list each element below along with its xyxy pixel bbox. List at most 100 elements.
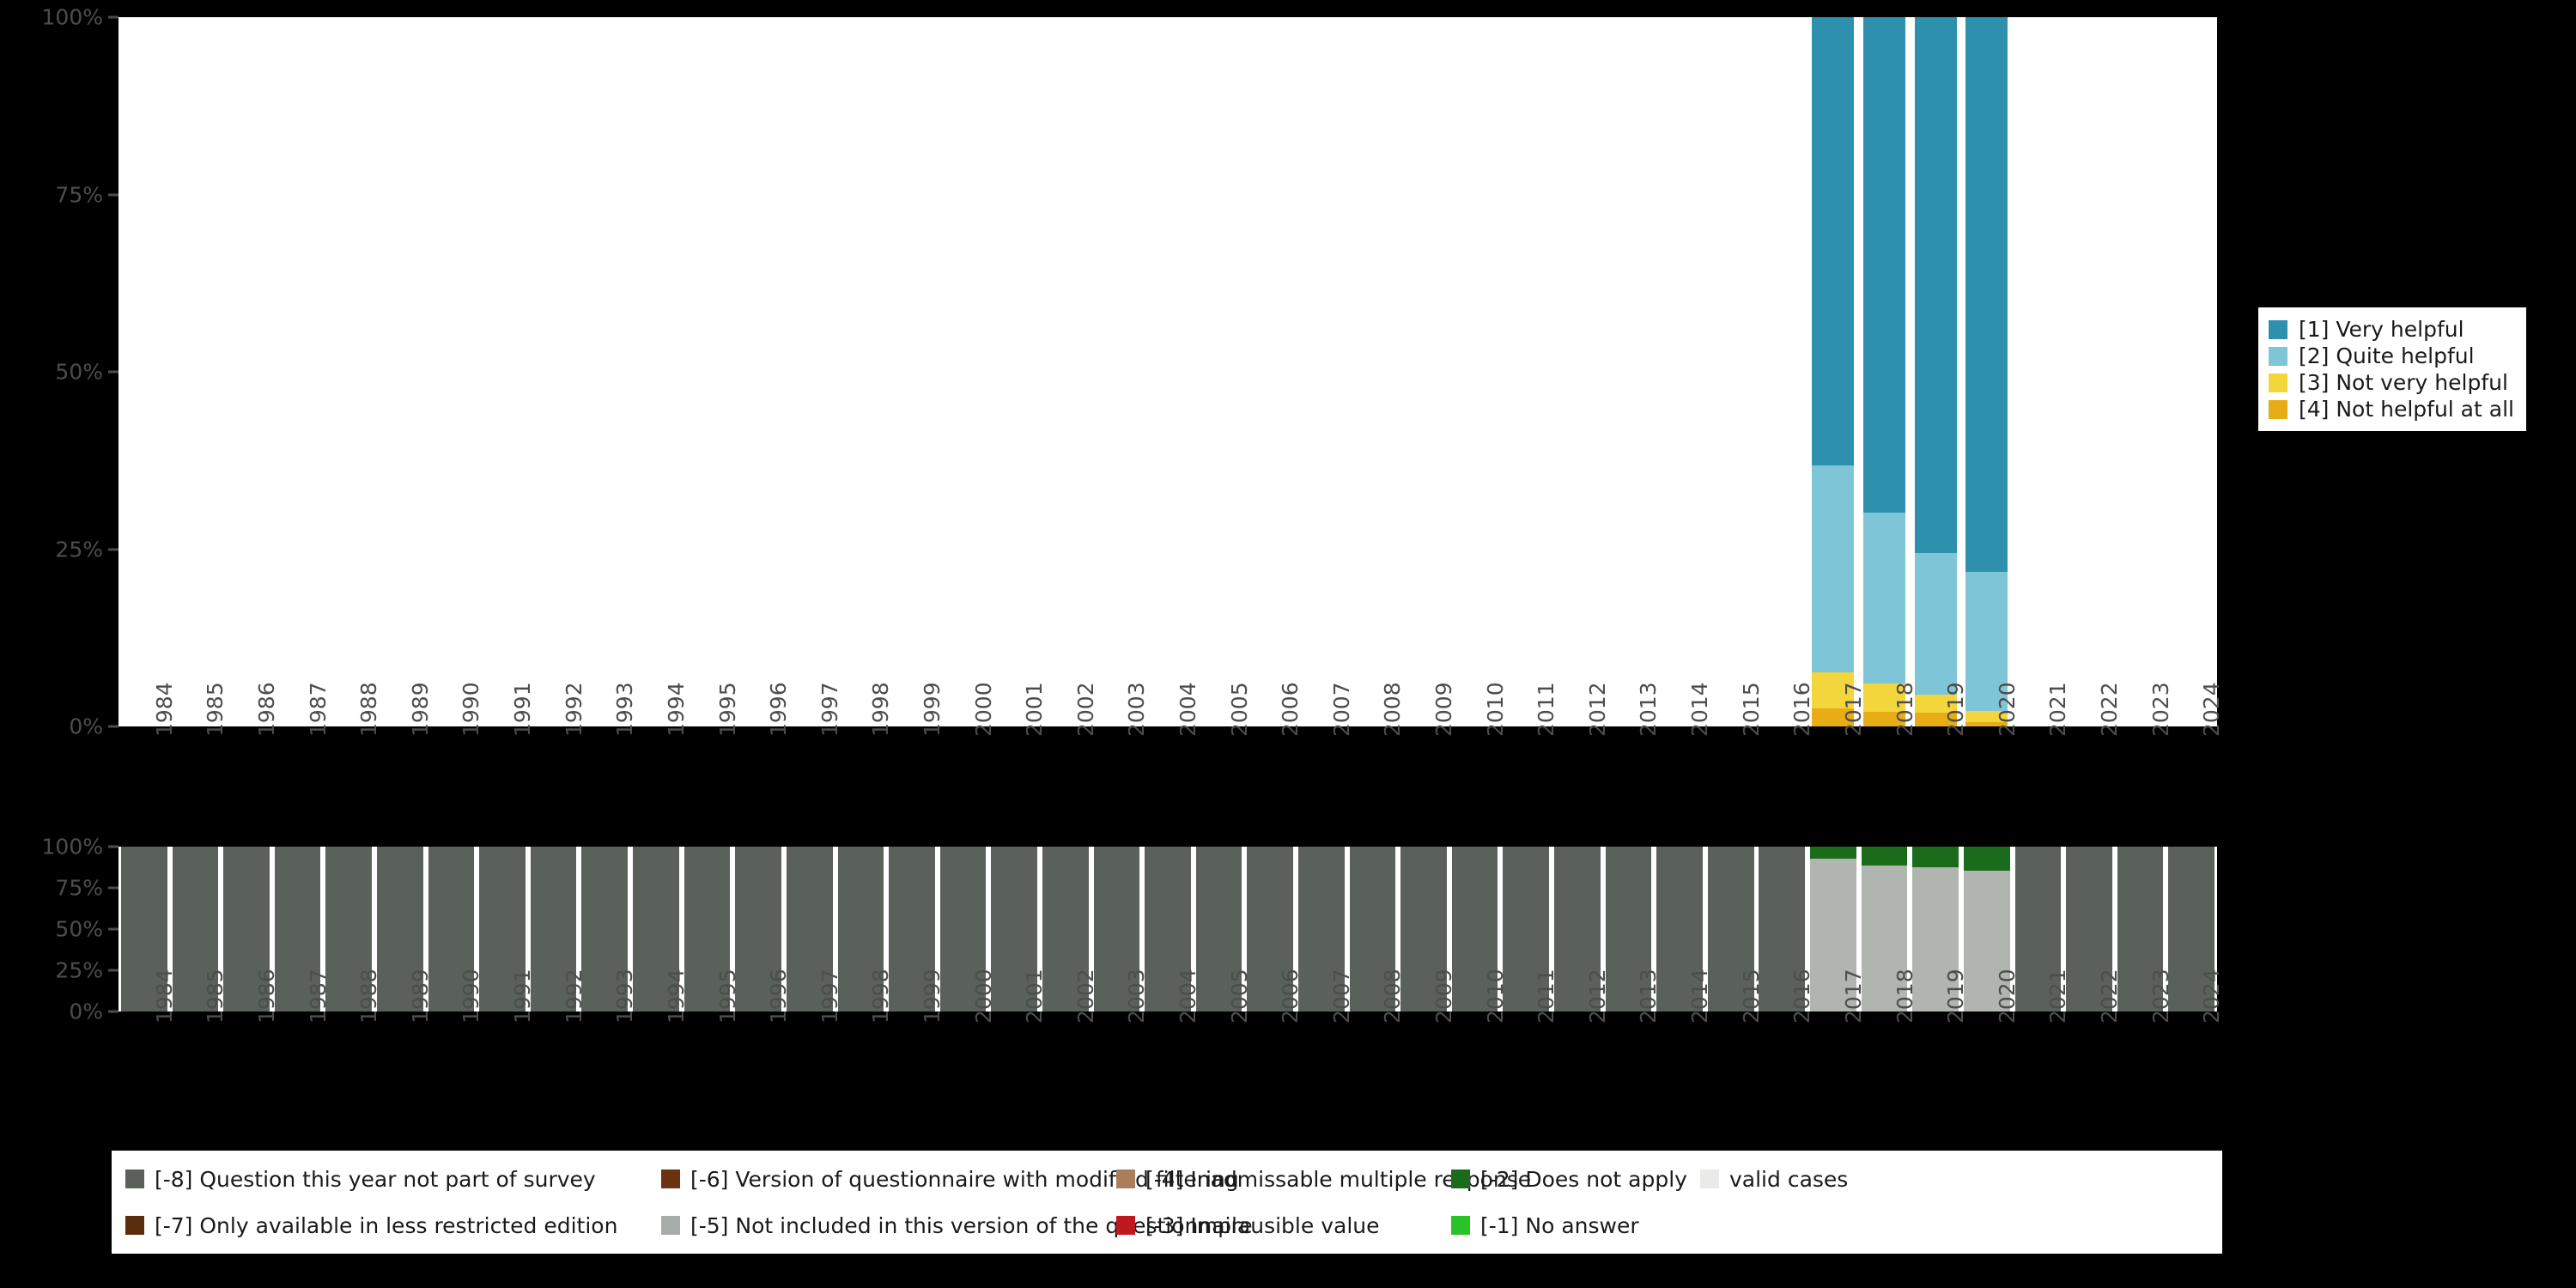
y-axis-tick-mark xyxy=(108,15,118,19)
bar-column xyxy=(1656,847,1703,1012)
legend-item-label: [3] Not very helpful xyxy=(2299,370,2508,395)
legend-swatch-icon xyxy=(1116,1216,1135,1235)
legend-item[interactable]: [4] Not helpful at all xyxy=(2269,396,2514,422)
bar-segment xyxy=(1503,847,1550,1012)
x-axis-tick-label: 2020 xyxy=(1994,969,2020,1024)
y-axis-tick-label: 75% xyxy=(55,182,103,207)
legend-item[interactable]: [-7] Only available in less restricted e… xyxy=(125,1212,617,1238)
legend-item[interactable]: [-8] Question this year not part of surv… xyxy=(125,1166,596,1192)
x-axis-tick-label: 2002 xyxy=(1072,682,1098,737)
bar-column xyxy=(683,847,731,1012)
legend-item[interactable]: [3] Not very helpful xyxy=(2269,369,2514,396)
bar-segment xyxy=(2014,847,2062,1012)
bar-segment xyxy=(683,847,731,1012)
x-axis-tick-label: 2014 xyxy=(1687,682,1713,737)
bar-column xyxy=(1912,847,1959,1012)
bar-column xyxy=(274,847,321,1012)
bar-segment xyxy=(1400,847,1447,1012)
x-axis-tick-label: 2001 xyxy=(1022,682,1048,737)
legend-item[interactable]: valid cases xyxy=(1700,1166,1848,1192)
x-axis-tick-label: 1993 xyxy=(612,682,638,737)
legend-swatch-icon xyxy=(661,1216,680,1235)
y-axis-tick-mark xyxy=(108,193,118,196)
missings-chart-bars xyxy=(118,847,2217,1012)
bar-segment xyxy=(1656,847,1703,1012)
y-axis-tick-mark xyxy=(108,969,118,972)
x-axis-tick-label: 2015 xyxy=(1738,682,1764,737)
legend-item[interactable]: [-3] Implausible value xyxy=(1116,1212,1380,1238)
bar-segment xyxy=(223,847,270,1012)
x-axis-tick-label: 2000 xyxy=(970,682,996,737)
legend-item-label: [-7] Only available in less restricted e… xyxy=(155,1212,618,1238)
x-axis-tick-label: 2007 xyxy=(1328,969,1354,1024)
bar-column xyxy=(530,847,577,1012)
bar-segment xyxy=(274,847,321,1012)
x-axis-tick-label: 2012 xyxy=(1584,969,1610,1024)
x-axis-tick-label: 2023 xyxy=(2148,969,2173,1024)
bar-segment xyxy=(786,847,833,1012)
bar-segment xyxy=(581,847,629,1012)
bar-segment xyxy=(1863,512,1905,683)
x-axis-tick-label: 2003 xyxy=(1124,682,1150,737)
bar-column xyxy=(1759,847,1806,1012)
x-axis-tick-label: 1996 xyxy=(766,969,792,1024)
x-axis-tick-label: 1988 xyxy=(356,969,382,1024)
legend-item-label: [-6] Version of questionnaire with modif… xyxy=(690,1166,1239,1192)
bar-column xyxy=(1145,847,1191,1012)
bar-column xyxy=(1247,847,1294,1012)
x-axis-tick-label: 2022 xyxy=(2096,969,2122,1024)
y-axis-tick-label: 100% xyxy=(41,4,103,30)
legend-swatch-icon xyxy=(125,1216,144,1235)
bar-column xyxy=(1965,17,2008,726)
legend-item-label: [-2] Does not apply xyxy=(1480,1166,1687,1192)
bar-column xyxy=(1810,847,1856,1012)
bar-column xyxy=(1349,847,1396,1012)
legend-swatch-icon xyxy=(2269,346,2287,366)
x-axis-tick-label: 2012 xyxy=(1584,682,1610,737)
x-axis-tick-label: 2008 xyxy=(1380,969,1406,1024)
missings-chart-plot-area xyxy=(118,847,2217,1012)
x-axis-tick-label: 2013 xyxy=(1636,969,1662,1024)
legend-item[interactable]: [1] Very helpful xyxy=(2269,316,2514,343)
legend-item-label: valid cases xyxy=(1729,1166,1849,1192)
bar-segment xyxy=(1554,847,1601,1012)
x-axis-tick-label: 2005 xyxy=(1226,969,1252,1024)
x-axis-tick-label: 2020 xyxy=(1994,682,2020,737)
legend-item[interactable]: [-1] No answer xyxy=(1451,1212,1639,1238)
bar-column xyxy=(2117,847,2164,1012)
legend-item[interactable]: [-6] Version of questionnaire with modif… xyxy=(661,1166,1239,1192)
legend-item[interactable]: [-2] Does not apply xyxy=(1451,1166,1687,1192)
x-axis-tick-label: 1984 xyxy=(151,682,177,737)
missings-chart-y-axis: 0% 25% 50% 75% 100% xyxy=(0,835,118,1024)
bar-segment xyxy=(1963,847,2010,871)
x-axis-tick-label: 1995 xyxy=(714,969,740,1024)
x-axis-tick-label: 2022 xyxy=(2096,682,2122,737)
bar-segment xyxy=(530,847,577,1012)
bar-column xyxy=(889,847,935,1012)
x-axis-tick-label: 1989 xyxy=(407,969,433,1024)
legend-item[interactable]: [-5] Not included in this version of the… xyxy=(661,1212,1253,1238)
bar-column xyxy=(939,847,987,1012)
bar-segment xyxy=(1810,847,1856,860)
legend-item-label: [2] Quite helpful xyxy=(2299,343,2475,368)
x-axis-tick-label: 2011 xyxy=(1534,682,1559,737)
bar-column xyxy=(735,847,781,1012)
legend-swatch-icon xyxy=(2269,373,2287,392)
bar-segment xyxy=(1912,847,1959,867)
x-axis-tick-label: 1994 xyxy=(663,682,689,737)
bar-segment xyxy=(1965,722,2008,726)
bar-segment xyxy=(1298,847,1345,1012)
legend-item[interactable]: [2] Quite helpful xyxy=(2269,343,2514,369)
bar-segment xyxy=(991,847,1037,1012)
x-axis-tick-label: 2011 xyxy=(1534,969,1559,1024)
legend-item-label: [4] Not helpful at all xyxy=(2299,397,2514,422)
bar-column xyxy=(837,847,884,1012)
bar-segment xyxy=(2066,847,2112,1012)
bar-segment xyxy=(1810,859,1856,1012)
x-axis-tick-label: 1993 xyxy=(612,969,638,1024)
x-axis-tick-label: 2009 xyxy=(1431,969,1457,1024)
main-chart-plot-area xyxy=(118,17,2217,726)
bar-segment xyxy=(1914,694,1957,714)
x-axis-tick-label: 2013 xyxy=(1636,682,1662,737)
